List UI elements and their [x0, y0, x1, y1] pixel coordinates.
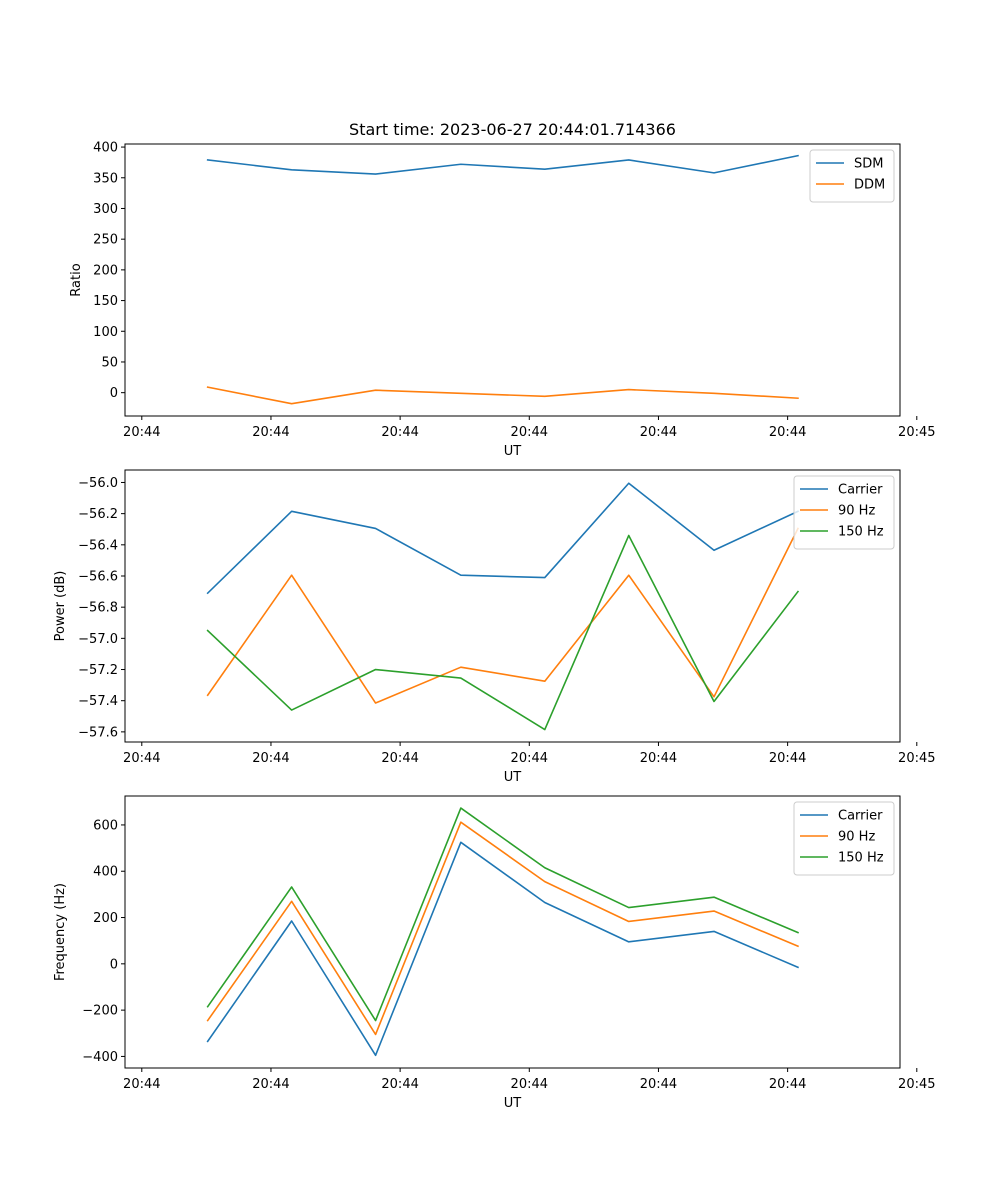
- y-tick-label: −57.6: [78, 725, 118, 740]
- y-tick-label: −200: [82, 1004, 118, 1019]
- x-tick-label: 20:44: [381, 751, 418, 766]
- legend-entry: DDM: [854, 178, 885, 193]
- y-tick-label: −57.4: [78, 694, 118, 709]
- x-tick-label: 20:44: [511, 1077, 548, 1092]
- x-tick-label: 20:44: [252, 751, 289, 766]
- legend: Carrier 90 Hz 150 Hz: [793, 801, 895, 876]
- x-tick-label: 20:44: [769, 425, 806, 440]
- subplot-2: 20:44 20:44 20:44 20:44 20:44 20:44 20:45 −57.6…: [53, 469, 936, 785]
- y-tick-label: 250: [93, 233, 118, 248]
- x-axis-label: UT: [504, 444, 522, 459]
- x-tick-label: 20:45: [898, 1077, 935, 1092]
- y-tick-label: 200: [93, 263, 118, 278]
- y-tick-label: −400: [82, 1050, 118, 1065]
- y-tick-label: 200: [93, 911, 118, 926]
- x-tick-label: 20:44: [123, 751, 160, 766]
- x-tick-label: 20:44: [511, 425, 548, 440]
- axes-frame: [124, 143, 901, 417]
- x-tick-label: 20:45: [898, 751, 935, 766]
- y-axis-label: Power (dB): [53, 571, 68, 642]
- series-line-sdm: [206, 154, 799, 175]
- x-axis-label: UT: [504, 770, 522, 785]
- x-tick-label: 20:44: [123, 1077, 160, 1092]
- y-tick-label: −56.2: [78, 507, 118, 522]
- y-tick-label: −56.8: [78, 601, 118, 616]
- legend: SDM DDM: [809, 149, 895, 203]
- x-tick-label: 20:44: [769, 751, 806, 766]
- y-axis-label: Ratio: [69, 263, 84, 296]
- axes-frame: [124, 795, 901, 1069]
- x-tick-label: 20:44: [511, 751, 548, 766]
- x-tick-label: 20:44: [252, 1077, 289, 1092]
- legend-entry: SDM: [854, 157, 883, 172]
- series-line-150-hz: [206, 534, 800, 731]
- subplot-1: Start time: 2023-06-27 20:44:01.714366 20…: [69, 120, 936, 459]
- y-tick-label: 350: [93, 171, 118, 186]
- series-line-90-hz: [206, 527, 800, 704]
- x-axis-label: UT: [504, 1096, 522, 1111]
- y-tick-label: 0: [110, 957, 118, 972]
- y-tick-label: −56.0: [78, 476, 118, 491]
- legend-entry: 90 Hz: [838, 504, 875, 519]
- legend-entry: Carrier: [838, 483, 883, 498]
- series-line-ddm: [206, 386, 799, 405]
- legend-entry: 150 Hz: [838, 525, 884, 540]
- series-line-carrier: [206, 482, 800, 595]
- legend-entry: 150 Hz: [838, 851, 884, 866]
- y-tick-label: 400: [93, 141, 118, 156]
- y-tick-label: 150: [93, 294, 118, 309]
- x-tick-label: 20:44: [769, 1077, 806, 1092]
- y-tick-label: −57.2: [78, 663, 118, 678]
- series-line-carrier: [206, 841, 800, 1057]
- x-tick-label: 20:45: [898, 425, 935, 440]
- legend: Carrier 90 Hz 150 Hz: [793, 475, 895, 550]
- series-line-150-hz: [206, 807, 800, 1022]
- series-line-90-hz: [206, 821, 800, 1036]
- y-tick-label: 300: [93, 202, 118, 217]
- legend-entry: 90 Hz: [838, 830, 875, 845]
- subplot-3: 20:44 20:44 20:44 20:44 20:44 20:44 20:45 −400 −…: [53, 795, 936, 1111]
- y-tick-label: −57.0: [78, 632, 118, 647]
- axes-frame: [124, 469, 901, 743]
- x-tick-label: 20:44: [381, 1077, 418, 1092]
- x-tick-label: 20:44: [640, 1077, 677, 1092]
- x-tick-label: 20:44: [252, 425, 289, 440]
- x-tick-label: 20:44: [640, 425, 677, 440]
- y-tick-label: 100: [93, 325, 118, 340]
- y-tick-label: 0: [110, 386, 118, 401]
- x-tick-label: 20:44: [123, 425, 160, 440]
- y-tick-label: −56.4: [78, 538, 118, 553]
- y-tick-label: 50: [101, 355, 118, 370]
- y-tick-label: −56.6: [78, 569, 118, 584]
- x-tick-label: 20:44: [640, 751, 677, 766]
- y-tick-label: 600: [93, 818, 118, 833]
- x-tick-label: 20:44: [381, 425, 418, 440]
- y-tick-label: 400: [93, 865, 118, 880]
- y-axis-label: Frequency (Hz): [53, 883, 68, 981]
- chart-title: Start time: 2023-06-27 20:44:01.714366: [349, 120, 676, 139]
- legend-entry: Carrier: [838, 809, 883, 824]
